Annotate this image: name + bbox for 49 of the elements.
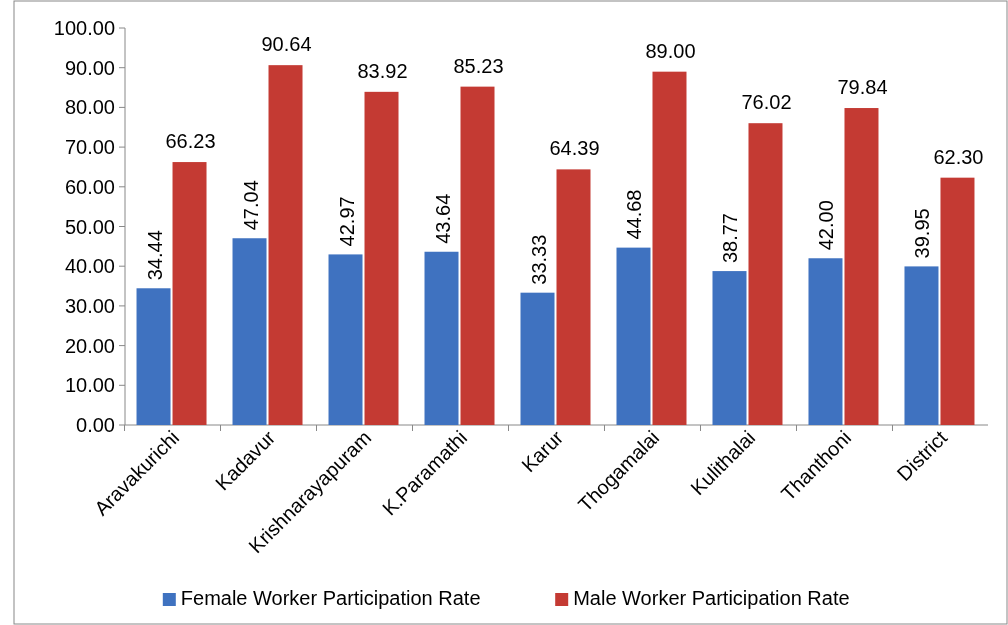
bar [460, 86, 495, 425]
bar [844, 108, 879, 425]
bar [268, 65, 303, 425]
y-tick-label: 50.00 [64, 215, 115, 238]
bar [904, 266, 939, 425]
y-tick-label: 10.00 [64, 374, 115, 397]
y-tick-label: 100.00 [53, 17, 115, 39]
legend-label: Female Worker Participation Rate [180, 587, 481, 609]
bar [748, 123, 783, 425]
bar [712, 271, 747, 425]
data-label: 34.44 [143, 230, 166, 281]
y-tick-label: 0.00 [76, 414, 115, 436]
data-label: 76.02 [741, 91, 792, 114]
data-label: 33.33 [527, 234, 550, 285]
bar [136, 288, 171, 425]
data-label: 47.04 [239, 180, 262, 231]
data-label: 39.95 [911, 208, 934, 259]
data-label: 62.30 [933, 145, 984, 168]
y-tick-label: 60.00 [64, 175, 115, 198]
data-label: 43.64 [431, 193, 454, 244]
data-label: 90.64 [261, 33, 312, 56]
data-label: 64.39 [549, 137, 600, 160]
bar [424, 251, 459, 425]
y-tick-label: 90.00 [64, 56, 115, 79]
bar [652, 71, 687, 425]
bar [940, 177, 975, 425]
bar [556, 169, 591, 425]
bar [520, 292, 555, 425]
y-tick-label: 70.00 [64, 136, 115, 159]
y-tick-label: 40.00 [64, 255, 115, 278]
data-label: 66.23 [165, 130, 216, 153]
data-label: 79.84 [837, 76, 888, 99]
data-label: 42.00 [815, 200, 838, 251]
data-label: 38.77 [719, 213, 742, 264]
y-tick-label: 80.00 [64, 96, 115, 119]
data-label: 83.92 [357, 59, 408, 82]
data-label: 44.68 [623, 189, 646, 240]
data-label: 89.00 [645, 39, 696, 62]
bar [616, 247, 651, 425]
data-label: 42.97 [335, 196, 358, 247]
bar [172, 162, 207, 425]
bar [364, 91, 399, 425]
y-tick-label: 20.00 [64, 334, 115, 357]
legend-label: Male Worker Participation Rate [573, 587, 850, 609]
bar [232, 238, 267, 425]
bar [808, 258, 843, 425]
data-label: 85.23 [453, 54, 504, 77]
y-tick-label: 30.00 [64, 294, 115, 317]
bar [328, 254, 363, 425]
